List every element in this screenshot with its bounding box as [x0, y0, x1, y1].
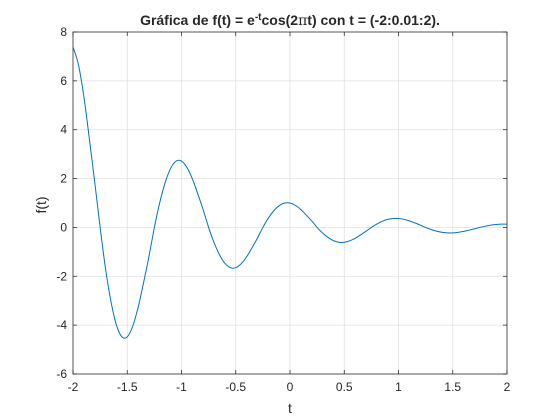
title-main: Gráfica de f(t) = e [140, 12, 255, 28]
x-tick-label: 2 [504, 380, 511, 394]
tick-marks [72, 31, 508, 375]
x-tick-label: -0.5 [225, 380, 246, 394]
chart-title: Gráfica de f(t) = e-tcos(2πt) con t = (-… [140, 12, 440, 29]
x-tick-label: 0 [287, 380, 294, 394]
x-tick-label: -2 [68, 380, 79, 394]
y-tick-label: 6 [60, 74, 67, 88]
title-mid: cos(2 [262, 12, 299, 28]
y-tick-labels: -6 -4 -2 0 2 4 6 8 [56, 25, 67, 381]
x-tick-label: 1.5 [444, 380, 461, 394]
x-tick-label: 1 [395, 380, 402, 394]
title-exponent: -t [255, 12, 262, 23]
series-line [72, 46, 508, 339]
title-pi: π [298, 13, 307, 29]
y-axis-label: f(t) [33, 196, 49, 213]
x-tick-label: 0.5 [336, 380, 353, 394]
y-tick-label: 2 [60, 172, 67, 186]
y-tick-label: 4 [60, 123, 67, 137]
y-tick-label: -6 [56, 367, 67, 381]
x-tick-label: -1 [176, 380, 187, 394]
title-end: t) con t = (-2:0.01:2). [307, 12, 440, 28]
x-tick-label: -1.5 [117, 380, 138, 394]
y-tick-label: 0 [60, 220, 67, 234]
y-tick-label: -2 [56, 269, 67, 283]
x-tick-labels: -2 -1.5 -1 -0.5 0 0.5 1 1.5 2 [68, 380, 511, 394]
y-tick-label: 8 [60, 25, 67, 39]
x-axis-label: t [288, 400, 292, 416]
y-tick-label: -4 [56, 318, 67, 332]
